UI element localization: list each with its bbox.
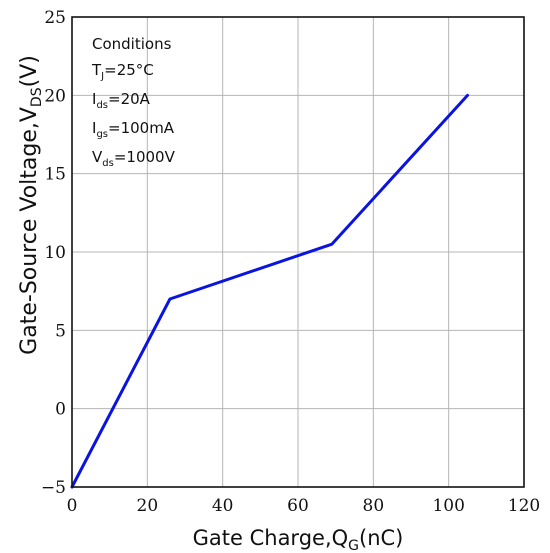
y-tick-label: 10 xyxy=(44,243,66,263)
plot-frame xyxy=(71,16,525,488)
x-tick-label: 120 xyxy=(508,496,540,516)
x-axis-title: Gate Charge,QG(nC) xyxy=(193,526,404,553)
x-tick-label: 100 xyxy=(432,496,464,516)
y-tick-label: 0 xyxy=(55,400,66,420)
condition-tj: TJ=25°C xyxy=(91,61,154,82)
conditions-annotation: Conditions TJ=25°C Ids=20A Igs=100mA Vds… xyxy=(91,35,176,169)
condition-ids: Ids=20A xyxy=(92,90,151,111)
x-tick-label: 60 xyxy=(287,496,309,516)
x-tick-label: 20 xyxy=(137,496,159,516)
condition-igs: Igs=100mA xyxy=(92,119,175,140)
grid xyxy=(72,17,524,487)
condition-vds: Vds=1000V xyxy=(92,148,176,169)
y-tick-label: 15 xyxy=(44,165,66,185)
y-tick-label: −5 xyxy=(41,478,66,498)
series xyxy=(70,93,469,489)
x-tick-label: 0 xyxy=(67,496,78,516)
y-tick-label: 5 xyxy=(55,321,66,341)
y-tick-label: 25 xyxy=(44,8,66,28)
y-axis-title: Gate-Source Voltage,VDS(V) xyxy=(17,55,45,355)
y-tick-label: 20 xyxy=(44,86,66,106)
x-tick-label: 80 xyxy=(363,496,385,516)
x-tick-label: 40 xyxy=(212,496,234,516)
conditions-heading: Conditions xyxy=(92,35,172,53)
series-line-0 xyxy=(70,93,469,489)
